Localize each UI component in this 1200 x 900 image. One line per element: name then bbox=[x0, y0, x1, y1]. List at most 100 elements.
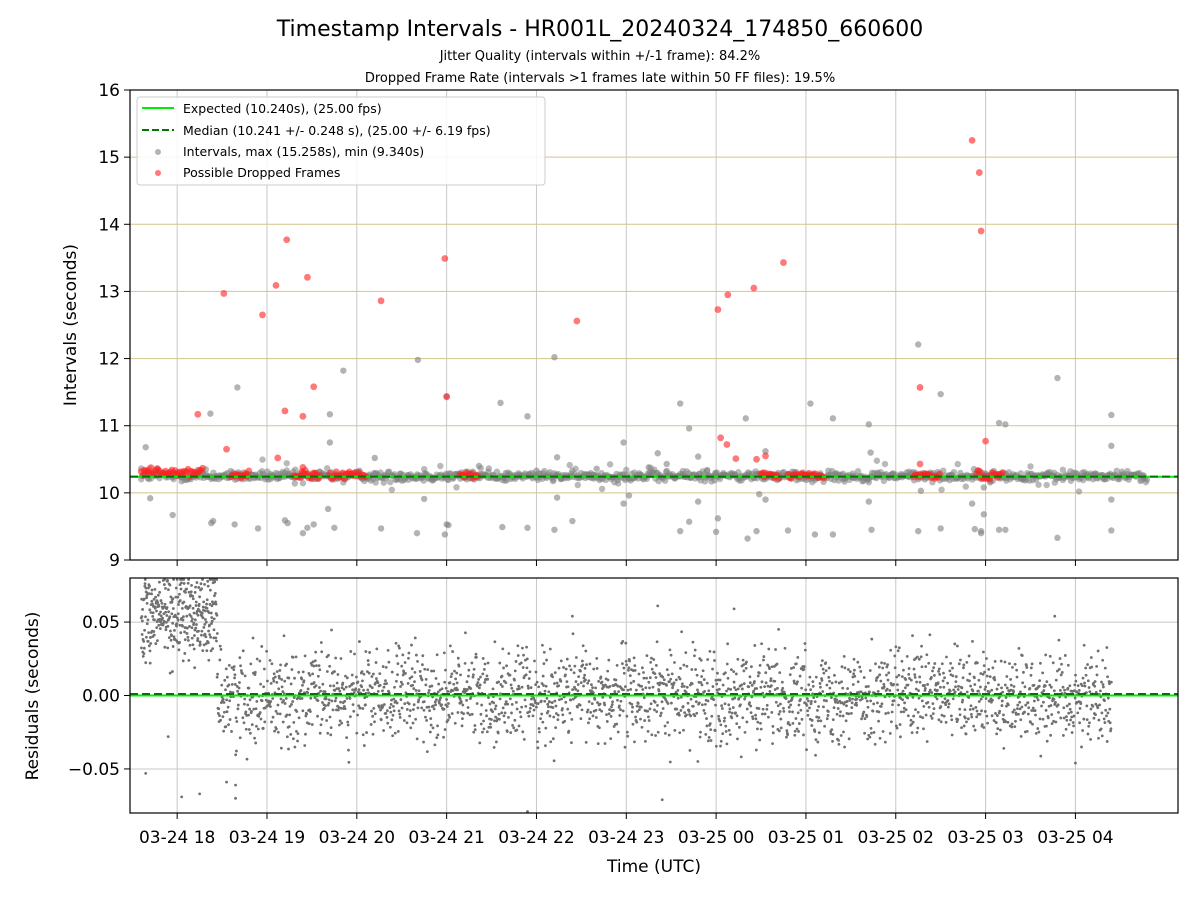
residual-point bbox=[936, 681, 940, 685]
residual-point bbox=[748, 701, 751, 705]
residual-point bbox=[956, 688, 960, 691]
residual-point bbox=[562, 666, 565, 669]
residual-point bbox=[175, 624, 178, 628]
residual-point bbox=[287, 747, 290, 751]
residual-point bbox=[218, 644, 222, 648]
residual-point bbox=[410, 643, 413, 647]
chart-title: Timestamp Intervals - HR001L_20240324_17… bbox=[276, 17, 923, 42]
residual-point bbox=[1085, 704, 1089, 708]
residual-point bbox=[1019, 735, 1023, 738]
residual-point bbox=[999, 659, 1003, 663]
residual-point bbox=[1052, 719, 1056, 723]
residual-point bbox=[225, 710, 229, 714]
residual-point bbox=[447, 713, 451, 717]
residual-point bbox=[621, 709, 625, 713]
residual-point bbox=[312, 664, 316, 668]
x-tick-label: 03-24 23 bbox=[588, 828, 664, 848]
residual-point bbox=[556, 718, 560, 721]
residual-point bbox=[961, 676, 965, 680]
interval-point bbox=[685, 518, 693, 525]
dropped-frame-point bbox=[723, 441, 731, 448]
residual-point bbox=[241, 672, 244, 676]
residual-point bbox=[832, 706, 836, 709]
interval-point bbox=[299, 480, 307, 487]
residual-point bbox=[190, 626, 194, 630]
residual-point bbox=[616, 684, 620, 688]
residual-point bbox=[293, 745, 297, 749]
residual-point bbox=[606, 678, 610, 682]
residual-point bbox=[182, 582, 186, 585]
residual-point bbox=[458, 697, 462, 701]
residual-point bbox=[445, 705, 449, 708]
residual-point bbox=[241, 716, 245, 720]
residual-point bbox=[1001, 690, 1005, 694]
residual-point bbox=[524, 673, 528, 677]
residual-point bbox=[825, 683, 829, 687]
residual-point bbox=[537, 685, 541, 689]
residual-point bbox=[819, 663, 823, 667]
residual-point bbox=[147, 631, 151, 635]
residual-point bbox=[943, 697, 947, 701]
residual-point bbox=[707, 689, 711, 693]
residual-point bbox=[333, 670, 336, 673]
residual-point bbox=[916, 655, 919, 659]
residual-point bbox=[897, 703, 900, 707]
x-tick-label: 03-24 20 bbox=[319, 828, 395, 848]
residual-point bbox=[959, 658, 962, 662]
residual-point bbox=[1086, 679, 1090, 683]
residual-point bbox=[393, 685, 396, 689]
residual-point bbox=[968, 679, 971, 683]
interval-point bbox=[493, 468, 501, 475]
residual-point bbox=[1045, 680, 1049, 683]
residual-point bbox=[235, 720, 239, 723]
residual-point bbox=[1017, 712, 1020, 716]
residual-point bbox=[685, 685, 689, 689]
residual-point bbox=[145, 601, 149, 605]
interval-point bbox=[728, 469, 735, 477]
residual-point bbox=[420, 678, 424, 682]
residual-point bbox=[1054, 720, 1058, 724]
residual-point bbox=[158, 580, 161, 584]
residual-point bbox=[140, 615, 144, 618]
dropped-frame-point bbox=[750, 284, 758, 292]
residual-point bbox=[541, 720, 545, 724]
residual-point bbox=[682, 684, 686, 688]
residual-point bbox=[1067, 711, 1071, 715]
residual-point bbox=[710, 714, 714, 718]
residual-point bbox=[313, 659, 317, 663]
residual-point bbox=[784, 697, 788, 700]
residual-point bbox=[434, 698, 438, 702]
interval-point bbox=[623, 466, 630, 474]
residual-point bbox=[259, 682, 262, 686]
residual-point bbox=[827, 666, 831, 670]
residual-point bbox=[234, 783, 237, 787]
x-tick-label: 03-25 02 bbox=[858, 828, 934, 848]
residual-point bbox=[761, 707, 765, 711]
residual-point bbox=[920, 644, 923, 648]
residual-point bbox=[914, 687, 918, 691]
residual-point bbox=[304, 732, 307, 736]
residual-point bbox=[1069, 710, 1073, 714]
residual-point bbox=[430, 684, 434, 688]
residual-point bbox=[988, 675, 992, 679]
residual-point bbox=[633, 740, 636, 744]
residual-point bbox=[628, 659, 631, 663]
residual-point bbox=[212, 617, 216, 621]
residual-point bbox=[197, 586, 201, 589]
residual-point bbox=[588, 717, 591, 721]
residual-point bbox=[653, 700, 657, 704]
dropped-frame-point bbox=[441, 255, 449, 262]
residual-point bbox=[322, 706, 326, 710]
residual-point bbox=[338, 689, 342, 693]
residual-point bbox=[691, 640, 695, 644]
residual-point bbox=[214, 636, 218, 640]
residual-point bbox=[436, 690, 440, 694]
residual-point bbox=[566, 685, 570, 689]
residual-point bbox=[481, 672, 485, 676]
x-tick-label: 03-25 03 bbox=[947, 828, 1023, 848]
interval-point bbox=[1043, 481, 1050, 489]
residual-point bbox=[652, 658, 656, 661]
residual-point bbox=[576, 689, 580, 693]
residual-point bbox=[1099, 727, 1103, 731]
interval-point bbox=[873, 457, 881, 464]
